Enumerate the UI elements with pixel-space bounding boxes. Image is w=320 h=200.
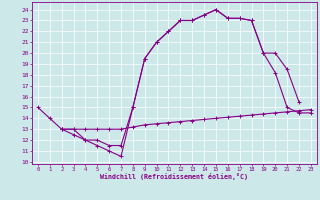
X-axis label: Windchill (Refroidissement éolien,°C): Windchill (Refroidissement éolien,°C) [100,173,248,180]
